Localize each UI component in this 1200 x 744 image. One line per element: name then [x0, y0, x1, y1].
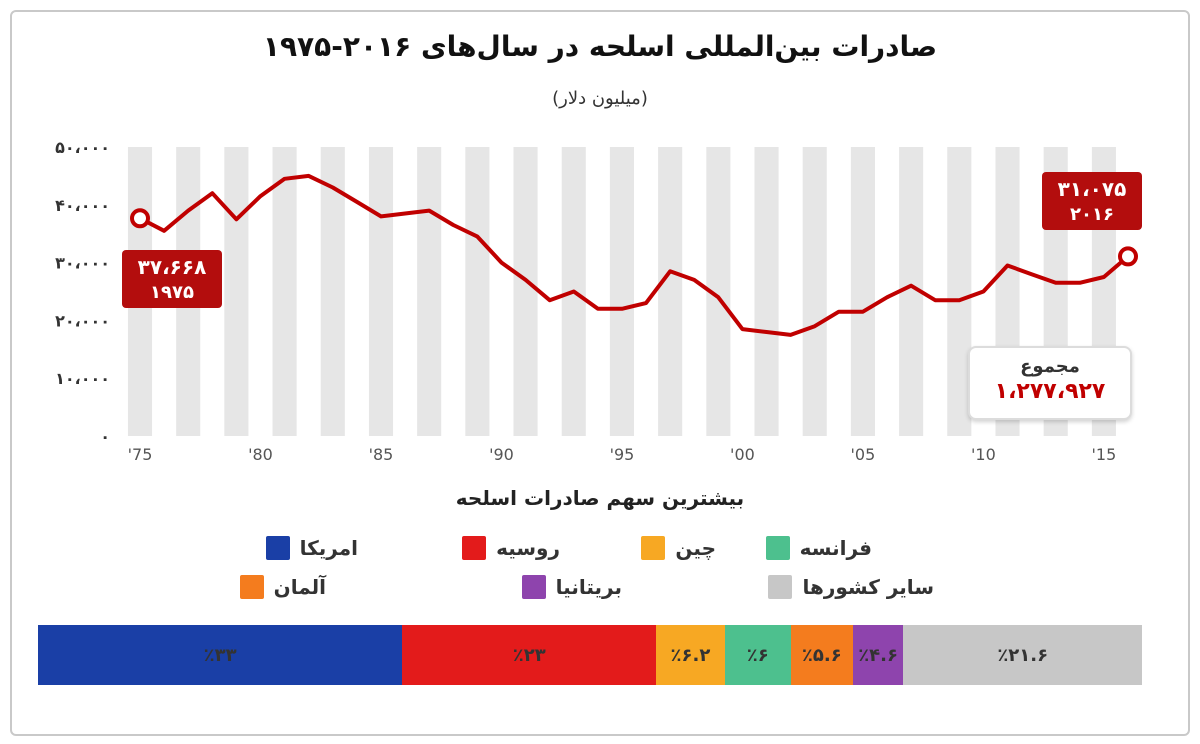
- x-tick-label: '15: [1092, 445, 1117, 464]
- y-tick-label: ۵۰،۰۰۰: [55, 138, 110, 157]
- y-tick-label: ۴۰،۰۰۰: [55, 196, 110, 215]
- x-tick-label: '75: [128, 445, 153, 464]
- annotation-year: ۱۹۷۵: [150, 282, 194, 303]
- legend-label: چین: [675, 536, 716, 560]
- chart-title: صادرات بین‌المللی اسلحه در سال‌های ۲۰۱۶-…: [262, 30, 938, 63]
- grid-stripe: [368, 147, 394, 436]
- grid-stripe: [465, 147, 490, 436]
- legend-label: بریتانیا: [555, 575, 622, 599]
- legend-item-france: فرانسه: [765, 534, 872, 562]
- legend-swatch: [521, 575, 546, 599]
- share-bar: ٪۳۳ ٪۲۳ ٪۶.۲ ٪۶ ٪۵.۶ ٪۴.۶ ٪۲۱.۶: [38, 625, 1142, 685]
- x-tick-label: '10: [971, 445, 996, 464]
- x-tick-label: '90: [489, 445, 514, 464]
- y-tick-label: ۲۰،۰۰۰: [55, 311, 110, 330]
- x-tick-label: '05: [851, 445, 876, 464]
- grid-stripe: [754, 147, 779, 436]
- total-box: مجموع ۱،۲۷۷،۹۲۷: [968, 346, 1132, 420]
- total-value: ۱،۲۷۷،۹۲۷: [994, 379, 1106, 404]
- line-chart: ۵۰،۰۰۰ ۴۰،۰۰۰ ۳۰،۰۰۰ ۲۰،۰۰۰ ۱۰،۰۰۰ ۰ '75 '80 '85…: [55, 138, 1142, 464]
- grid-stripe: [850, 147, 875, 436]
- legend-item-others: سایر کشورها: [768, 573, 934, 601]
- series-line: [139, 173, 1130, 337]
- legend-label: روسیه: [496, 536, 560, 560]
- y-tick-label: ۰: [100, 427, 110, 446]
- grid-stripe: [947, 147, 972, 436]
- x-tick-label: '00: [730, 445, 755, 464]
- x-tick-label: '95: [610, 445, 635, 464]
- data-point-marker: [1118, 246, 1138, 267]
- legend-swatch: [239, 575, 264, 599]
- legend-item-germany: آلمان: [239, 573, 326, 601]
- x-tick-label: '85: [369, 445, 394, 464]
- legend-item-china: چین: [641, 534, 716, 562]
- legend-item-russia: روسیه: [462, 534, 560, 562]
- y-tick-label: ۳۰،۰۰۰: [55, 254, 110, 273]
- legend-label: فرانسه: [799, 536, 872, 560]
- data-point-marker: [130, 208, 150, 229]
- grid-stripe: [658, 147, 683, 436]
- grid-stripe: [417, 147, 442, 436]
- legend-swatch: [641, 536, 666, 560]
- share-segment: ٪۲۳: [402, 625, 657, 685]
- share-segment: ٪۵.۶: [790, 625, 853, 685]
- legend-swatch: [768, 575, 793, 599]
- share-segment: ٪۲۱.۶: [903, 625, 1142, 685]
- grid-stripe: [320, 147, 345, 436]
- legend-label: آلمان: [273, 575, 326, 599]
- x-tick-label: '80: [248, 445, 273, 464]
- share-title: بیشترین سهم صادرات اسلحه: [455, 486, 745, 510]
- annotation-value: ۳۱،۰۷۵: [1058, 177, 1127, 201]
- share-segment: ٪۳۳: [38, 625, 403, 685]
- legend-label: امریکا: [299, 536, 358, 560]
- grid-stripe: [802, 147, 827, 436]
- grid-stripe: [224, 147, 249, 436]
- y-tick-label: ۱۰،۰۰۰: [55, 369, 110, 388]
- annotation-year: ۲۰۱۶: [1070, 204, 1114, 225]
- chart-subtitle: (میلیون دلار): [552, 88, 648, 109]
- legend-swatch: [765, 536, 790, 560]
- legend-item-usa: امریکا: [265, 534, 358, 562]
- annotation-box: [122, 250, 222, 308]
- total-label: مجموع: [1020, 356, 1080, 377]
- annotation-value: ۳۷،۶۶۸: [138, 255, 207, 279]
- share-segment: ٪۶: [724, 625, 791, 685]
- grid-stripe: [513, 147, 538, 436]
- legend-label: سایر کشورها: [802, 575, 934, 599]
- grid-stripe: [609, 147, 634, 436]
- share-segment: ٪۴.۶: [852, 625, 904, 685]
- legend-swatch: [265, 536, 290, 560]
- legend-swatch: [462, 536, 487, 560]
- annotation-box: [1042, 172, 1142, 230]
- grid-stripe: [272, 147, 297, 436]
- legend-item-uk: بریتانیا: [521, 573, 622, 601]
- share-segment: ٪۶.۲: [656, 625, 725, 685]
